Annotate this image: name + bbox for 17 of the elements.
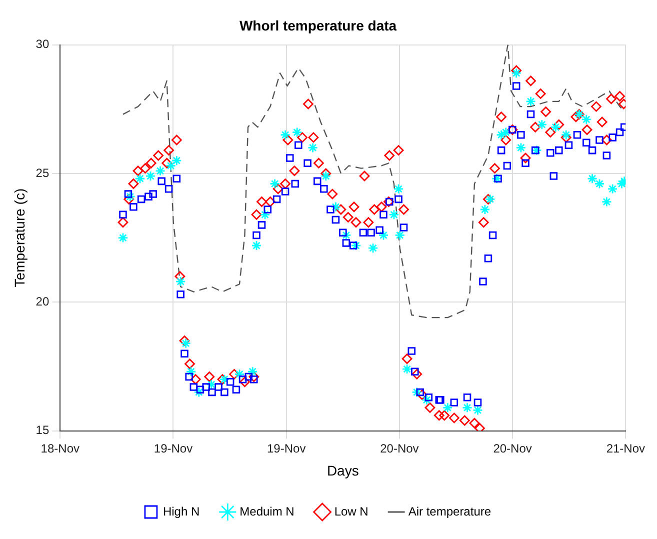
legend-label: Meduim N xyxy=(240,504,294,518)
x-tick-label: 19-Nov xyxy=(267,441,306,456)
y-axis-title: Temperature (c) xyxy=(11,188,28,288)
y-tick-label: 25 xyxy=(36,166,50,180)
y-tick-label: 20 xyxy=(36,294,50,308)
y-tick-label: 30 xyxy=(36,37,50,52)
x-tick-label: 20-Nov xyxy=(380,441,419,456)
legend-label: Low N xyxy=(334,504,368,518)
legend-label: High N xyxy=(162,504,200,518)
legend-label: Air temperature xyxy=(408,504,492,518)
x-axis-title: Days xyxy=(326,462,359,478)
x-tick-label: 21-Nov xyxy=(606,441,645,456)
x-tick-label: 18-Nov xyxy=(40,441,80,456)
x-tick-label: 19-Nov xyxy=(154,441,193,456)
chart-title: Whorl temperature data xyxy=(239,17,397,34)
x-tick-label: 20-Nov xyxy=(493,441,532,456)
y-tick-label: 15 xyxy=(36,423,50,438)
